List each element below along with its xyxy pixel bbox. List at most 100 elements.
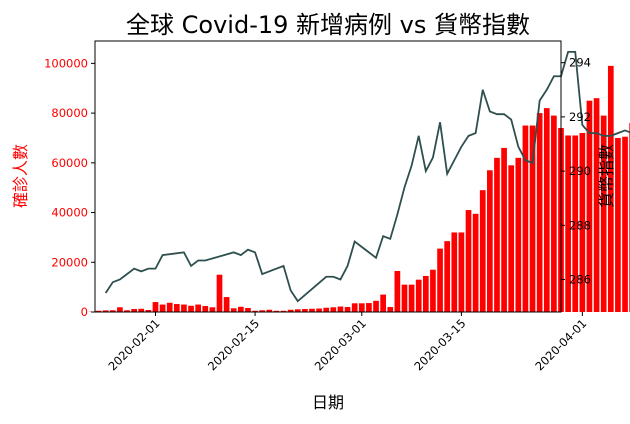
bar	[216, 274, 223, 312]
bar	[430, 269, 436, 312]
left-tick-label: 0	[81, 305, 88, 319]
bar	[294, 309, 301, 312]
bar	[444, 241, 451, 312]
bar	[209, 307, 216, 312]
bar	[109, 310, 116, 312]
bar	[223, 297, 230, 312]
right-tick-label: 290	[569, 164, 591, 178]
x-axis-label: 日期	[312, 393, 344, 412]
bar	[600, 115, 607, 312]
bar	[373, 300, 379, 312]
plot-frame	[94, 40, 562, 313]
bar	[366, 303, 372, 312]
bar	[195, 304, 201, 312]
bar	[159, 304, 166, 312]
bar	[188, 305, 194, 312]
bar	[259, 310, 266, 312]
bar	[437, 248, 443, 312]
bar	[622, 136, 628, 312]
bar	[401, 284, 408, 312]
bar	[501, 147, 507, 312]
bar	[415, 279, 422, 312]
bar	[309, 308, 315, 312]
bar	[451, 232, 458, 312]
bar	[615, 137, 621, 312]
bar	[280, 310, 287, 312]
bar	[529, 125, 536, 312]
bar	[323, 307, 330, 312]
bar	[579, 132, 586, 312]
bar	[508, 165, 515, 312]
bar	[124, 310, 130, 312]
bar	[458, 232, 465, 312]
bar	[273, 310, 280, 312]
bar	[551, 115, 557, 312]
x-tick-label: 2020-04-01	[532, 316, 589, 373]
right-tick-label: 294	[569, 56, 591, 70]
x-axis: 2020-02-01 2020-02-15 2020-03-01 2020-03-15…	[105, 312, 589, 373]
bar	[408, 284, 415, 312]
bar	[152, 302, 159, 312]
left-tick-label: 100000	[44, 56, 88, 70]
left-axis: 0 20000 40000 60000 80000 100000	[44, 56, 95, 319]
bar	[522, 125, 529, 312]
bar	[472, 213, 479, 312]
bar	[245, 308, 251, 312]
bar	[515, 157, 522, 312]
bar	[565, 135, 571, 312]
bars-series	[88, 65, 630, 313]
right-tick-label: 286	[569, 272, 591, 286]
bar	[230, 308, 237, 312]
bar	[337, 306, 344, 312]
bar	[252, 310, 258, 312]
x-tick-label: 2020-02-01	[105, 316, 162, 373]
right-axis-label: 貨幣指數	[597, 144, 616, 208]
bar	[344, 307, 351, 312]
bar	[102, 310, 109, 312]
bar	[302, 309, 308, 312]
right-axis: 286 288 290 292 294	[561, 56, 591, 286]
bar	[145, 310, 152, 312]
bar	[351, 303, 358, 312]
bar	[465, 210, 472, 312]
bar	[131, 309, 137, 312]
bar	[266, 309, 273, 312]
bar	[593, 98, 600, 313]
bar	[607, 65, 614, 312]
bar	[173, 304, 180, 312]
x-tick-label: 2020-02-15	[205, 316, 262, 373]
left-axis-label: 確診人數	[11, 144, 30, 208]
right-tick-label: 292	[569, 110, 591, 124]
bar	[494, 157, 500, 312]
bar	[181, 304, 187, 312]
bar	[330, 307, 337, 312]
bar	[572, 135, 579, 312]
left-tick-label: 80000	[51, 106, 88, 120]
right-tick-label: 288	[569, 218, 591, 232]
x-tick-label: 2020-03-15	[411, 316, 468, 373]
left-tick-label: 60000	[51, 156, 88, 170]
bar	[479, 190, 486, 312]
bar	[586, 100, 593, 312]
bar	[117, 307, 123, 312]
bar	[380, 294, 386, 312]
chart-title: 全球 Covid-19 新增病例 vs 貨幣指數	[126, 11, 530, 39]
bar	[95, 310, 102, 312]
bar	[387, 307, 394, 312]
bar	[138, 308, 145, 312]
bar	[287, 309, 294, 312]
bar	[422, 275, 429, 312]
bar	[316, 308, 322, 312]
bar	[358, 303, 365, 312]
bar	[202, 306, 209, 312]
x-tick-label: 2020-03-01	[312, 316, 369, 373]
bar	[487, 170, 493, 312]
bar	[536, 113, 543, 312]
left-tick-label: 20000	[51, 255, 88, 269]
left-tick-label: 40000	[51, 206, 88, 220]
bar	[394, 270, 401, 312]
bar	[166, 302, 173, 312]
bar	[543, 108, 550, 312]
bar	[238, 306, 244, 312]
